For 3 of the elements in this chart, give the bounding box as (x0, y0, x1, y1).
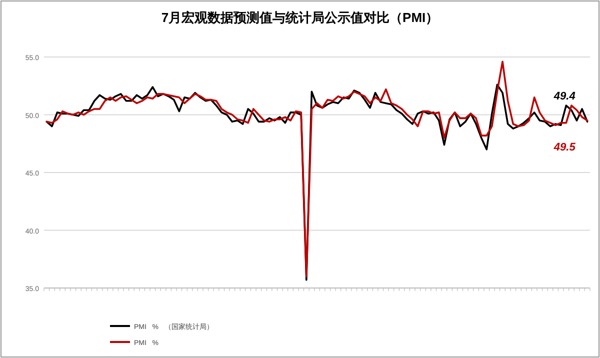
annotation: 49.5 (552, 142, 576, 154)
chart-title: 7月宏观数据预测值与统计局公示值对比（PMI） (161, 10, 439, 25)
annotation: 49.4 (552, 90, 576, 103)
